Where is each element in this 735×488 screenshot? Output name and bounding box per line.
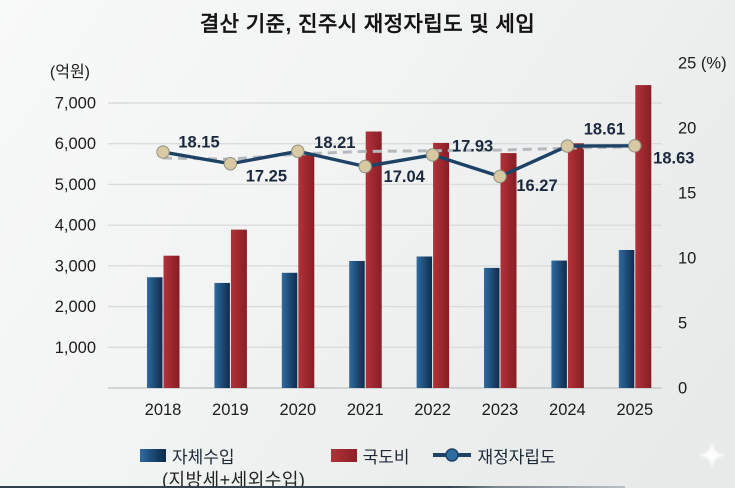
point-label-2019: 17.25: [246, 167, 287, 185]
right-axis-tick-label: 25 (%): [678, 55, 727, 73]
subsidy-bar-2024: [567, 143, 584, 388]
subsidy-bar-2023: [500, 153, 517, 388]
fiscal-independence-point-2020: [291, 144, 305, 158]
x-axis-label-2021: 2021: [347, 401, 384, 419]
point-label-2024: 18.61: [584, 121, 625, 139]
bottom-edge-strip: [0, 486, 625, 488]
left-axis-tick-label: 6,000: [55, 135, 96, 153]
left-axis-tick-label: 2,000: [55, 298, 96, 316]
trendline-dashed: [162, 145, 635, 161]
left-axis-tick-label: 3,000: [55, 257, 96, 275]
own-revenue-bar-2019: [214, 282, 230, 388]
fiscal-independence-point-2023: [493, 169, 507, 184]
own-revenue-bar-2024: [551, 260, 567, 388]
fiscal-independence-point-2024: [560, 139, 575, 153]
point-label-2025: 18.63: [653, 149, 694, 167]
own-revenue-bar-2020: [281, 272, 298, 388]
own-revenue-bar-2023: [484, 267, 500, 388]
point-label-2020: 18.21: [314, 134, 355, 152]
right-axis-tick-label: 0: [678, 380, 687, 398]
point-label-2023: 16.27: [516, 177, 557, 195]
combo-chart-plot: (억원) 1,000 2,000 3,000 4,000 5,000 6,000 7,000 0…: [50, 55, 727, 420]
right-axis-tick-label: 10: [678, 250, 696, 268]
right-axis-tick-label: 15: [678, 185, 696, 203]
subsidy-bar-2018: [163, 255, 180, 388]
left-axis-tick-label: 1,000: [55, 339, 96, 357]
legend-note: (지방세+세외수입): [162, 470, 306, 488]
subsidy-bar-2019: [230, 229, 247, 388]
legend-label-fiscal-independence: 재정자립도: [477, 447, 556, 467]
x-axis-label-2018: 2018: [145, 401, 182, 419]
point-label-2018: 18.15: [178, 134, 219, 152]
right-axis-tick-label: 5: [678, 315, 687, 333]
fiscal-independence-point-2019: [223, 157, 238, 171]
sparkle-decoration: [694, 437, 730, 473]
fiscal-independence-line: [162, 144, 635, 179]
left-axis-unit: (억원): [50, 63, 90, 81]
x-axis-label-2020: 2020: [279, 401, 316, 419]
legend-item-subsidy: 국도비: [330, 443, 410, 468]
subsidy-swatch-icon: [330, 448, 357, 462]
left-axis-tick-label: 5,000: [55, 176, 96, 194]
right-axis-tick-label: 20: [678, 120, 696, 138]
x-axis-label-2024: 2024: [549, 401, 586, 419]
x-axis-label-2025: 2025: [616, 401, 653, 419]
left-axis-tick-label: 7,000: [55, 95, 96, 113]
chart-title: 결산 기준, 진주시 재정자립도 및 세입: [199, 13, 536, 36]
fiscal-independence-point-2021: [358, 159, 372, 174]
own-revenue-bar-2025: [618, 249, 635, 388]
legend-item-fiscal-independence: 재정자립도: [431, 443, 556, 468]
legend-label-subsidy: 국도비: [362, 447, 410, 467]
legend-item-own-revenue: 자체수입: [140, 443, 235, 468]
own-revenue-bar-2018: [147, 277, 163, 388]
x-axis-label-2022: 2022: [414, 401, 451, 419]
point-label-2022: 17.93: [452, 137, 493, 155]
line-marker-icon: [433, 448, 472, 462]
own-revenue-swatch-icon: [140, 448, 166, 462]
x-axis-label-2019: 2019: [212, 401, 249, 419]
x-axis-label-2023: 2023: [482, 401, 519, 419]
subsidy-bar-2021: [365, 131, 382, 388]
fiscal-independence-point-2025: [628, 139, 642, 153]
chart-legend: 자체수입 국도비 재정자립도: [140, 443, 556, 468]
fiscal-independence-point-2022: [425, 148, 440, 162]
subsidy-bar-2025: [635, 85, 652, 388]
subsidy-bar-2022: [433, 142, 450, 388]
left-axis-tick-label: 4,000: [55, 217, 96, 235]
own-revenue-bar-2022: [416, 256, 433, 388]
legend-label-own-revenue: 자체수입: [172, 447, 235, 467]
subsidy-bar-2020: [298, 153, 315, 388]
point-label-2021: 17.04: [384, 168, 426, 186]
own-revenue-bar-2021: [349, 260, 365, 388]
fiscal-independence-point-2018: [156, 145, 170, 159]
